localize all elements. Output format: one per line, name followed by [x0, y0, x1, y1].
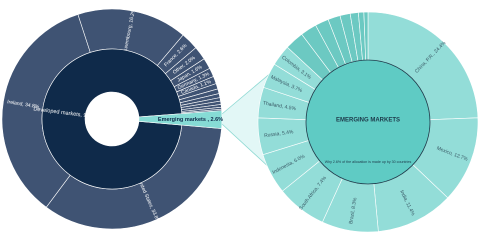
slice-label: Russia, 5.4% — [264, 129, 295, 139]
slice-label: Ireland, 34.8% — [7, 99, 40, 110]
slice-label: Thailand, 4.5% — [262, 100, 296, 112]
slice-label: Emerging markets , 2.6% — [158, 117, 223, 123]
center-note: Why 2.6% of the allocation is made up by… — [325, 160, 412, 164]
center-disc — [305, 59, 431, 185]
slice — [138, 110, 223, 129]
slice-label: Brazil, 8.3% — [348, 197, 358, 225]
center-label: EMERGING MARKETS — [336, 118, 400, 124]
slice — [41, 48, 183, 190]
